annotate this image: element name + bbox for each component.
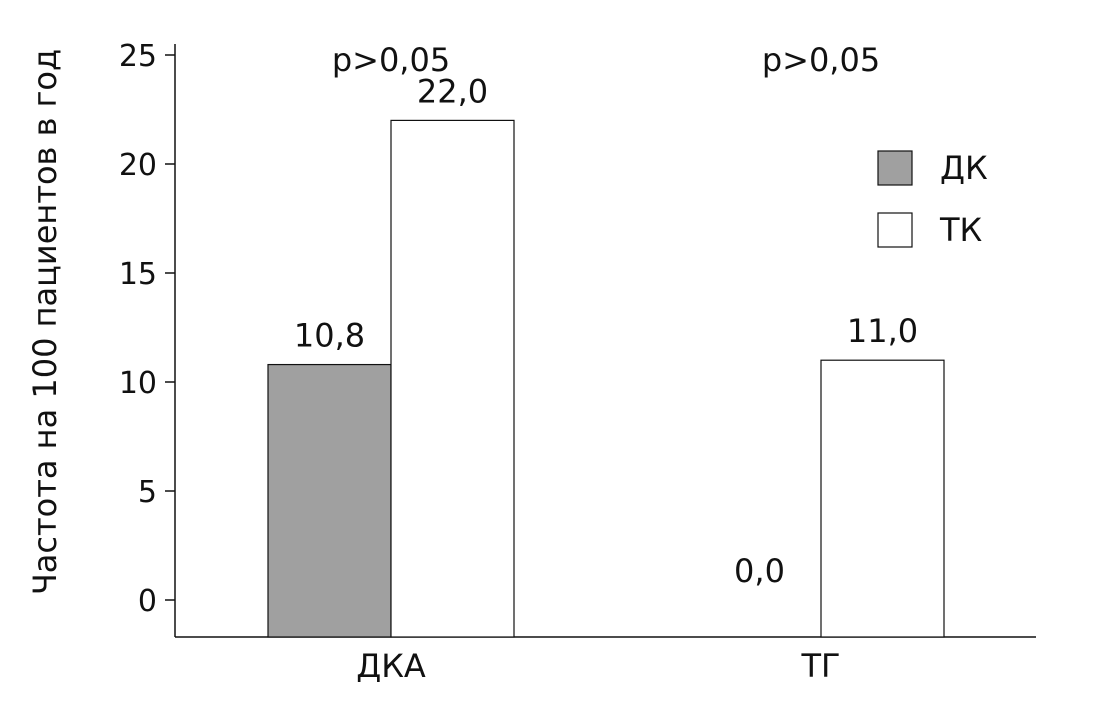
y-tick-label: 20 (119, 148, 157, 183)
legend-label: ТК (939, 211, 983, 249)
y-tick-label: 25 (119, 39, 157, 74)
y-tick-label: 10 (119, 366, 157, 401)
y-tick-label: 5 (138, 475, 157, 510)
data-labels: 10,8 0,0 22,0 11,0 p>0,05 p>0,05 (294, 41, 918, 590)
bars (267, 119, 945, 638)
y-tick-label: 0 (138, 584, 157, 619)
bar (820, 359, 945, 638)
p-value-annotation: p>0,05 (332, 41, 450, 79)
data-label: 10,8 (294, 317, 365, 355)
data-label: 11,0 (847, 312, 918, 350)
legend-label: ДК (940, 149, 988, 187)
y-tick-label: 15 (119, 257, 157, 292)
data-label: 22,0 (417, 72, 488, 110)
p-value-annotation: p>0,05 (762, 41, 880, 79)
axes: 0 5 10 15 20 25 ДКА ТГ (119, 39, 1036, 685)
y-axis-label: Частота на 100 пациентов в год (26, 49, 64, 595)
data-label: 0,0 (734, 552, 785, 590)
legend-swatch (877, 150, 913, 186)
legend: ДК ТК (877, 149, 988, 249)
x-category-label: ТГ (800, 647, 840, 685)
x-category-label: ДКА (356, 647, 426, 685)
bar (267, 363, 392, 638)
legend-swatch (877, 212, 913, 248)
bar (390, 119, 515, 638)
